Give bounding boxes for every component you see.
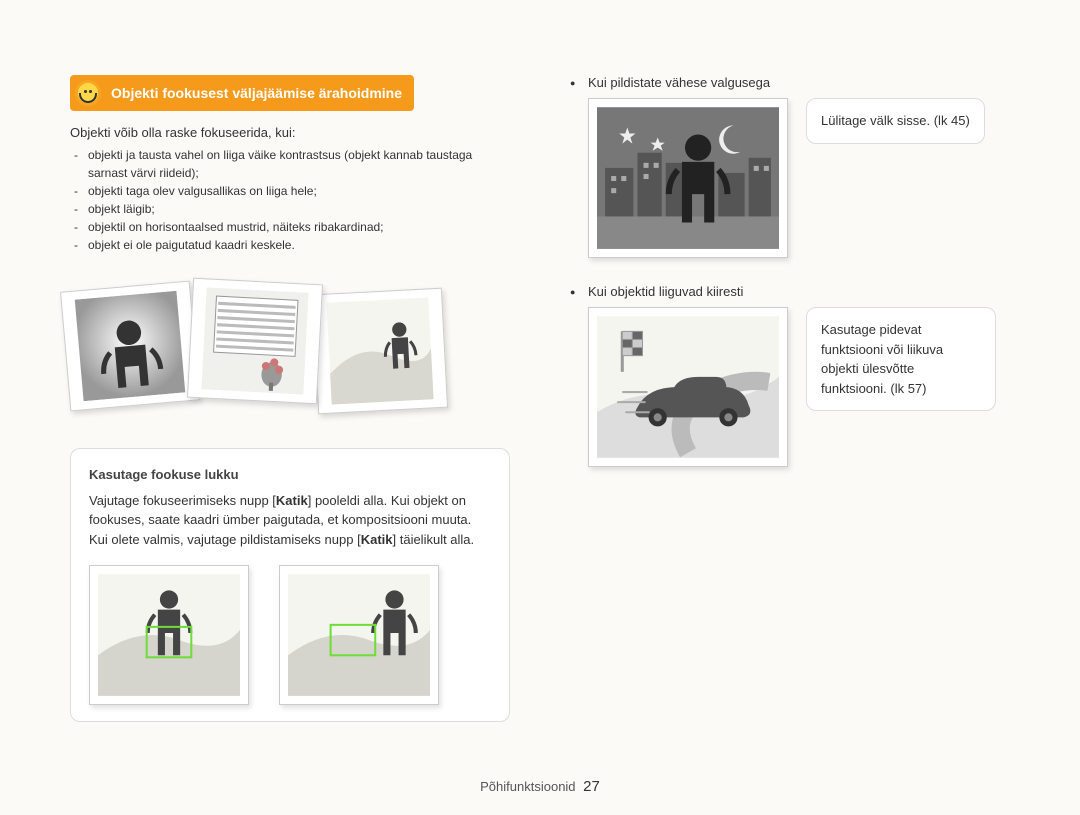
focus-lock-text: Vajutage fokuseerimiseks nupp [Katik] po… — [89, 491, 491, 550]
example-thumbs — [70, 276, 510, 426]
reason-item: objektil on horisontaalsed mustrid, näit… — [88, 218, 510, 236]
focus-lock-title: Kasutage fookuse lukku — [89, 465, 491, 485]
tip-block: Kasutage pidevat funktsiooni või liikuva… — [588, 307, 1010, 467]
reason-item: objekt ei ole paigutatud kaadri keskele. — [88, 236, 510, 254]
focus-lock-callout: Kasutage fookuse lukku Vajutage fokuseer… — [70, 448, 510, 722]
right-column: Kui pildistate vähese valgusega — [570, 75, 1010, 722]
reason-item: objekti ja tausta vahel on liiga väike k… — [88, 146, 510, 182]
focus-pair — [89, 565, 491, 705]
footer-section: Põhifunktsioonid — [480, 779, 575, 794]
intro-text: Objekti võib olla raske fokuseerida, kui… — [70, 125, 510, 140]
section-header: Objekti fookusest väljajäämise ärahoidmi… — [70, 75, 414, 111]
thumb-offcenter — [312, 288, 448, 415]
thumb-blinds — [187, 278, 323, 405]
tip-block: Lülitage välk sisse. (lk 45) — [588, 98, 1010, 258]
tips-list: Kui pildistate vähese valgusega — [570, 75, 1010, 467]
reason-item: objekt läigib; — [88, 200, 510, 218]
reason-item: objekti taga olev valgusallikas on liiga… — [88, 182, 510, 200]
thumb-night — [588, 98, 788, 258]
manual-page: Objekti fookusest väljajäämise ärahoidmi… — [0, 0, 1080, 762]
focus-thumb-center — [89, 565, 249, 705]
thumb-backlit — [60, 281, 200, 412]
tip-fastmoving: Kui objektid liiguvad kiiresti — [570, 284, 1010, 467]
thumb-car — [588, 307, 788, 467]
tip-bubble: Lülitage välk sisse. (lk 45) — [806, 98, 985, 144]
focus-thumb-recomposed — [279, 565, 439, 705]
tip-label: Kui pildistate vähese valgusega — [588, 75, 770, 90]
tip-label: Kui objektid liiguvad kiiresti — [588, 284, 743, 299]
page-number: 27 — [583, 778, 600, 795]
smiley-sun-icon — [75, 80, 101, 106]
tip-lowlight: Kui pildistate vähese valgusega — [570, 75, 1010, 258]
section-title: Objekti fookusest väljajäämise ärahoidmi… — [111, 85, 402, 101]
page-footer: Põhifunktsioonid 27 — [0, 778, 1080, 795]
tip-bubble: Kasutage pidevat funktsiooni või liikuva… — [806, 307, 996, 411]
reasons-list: objekti ja tausta vahel on liiga väike k… — [70, 146, 510, 254]
left-column: Objekti fookusest väljajäämise ärahoidmi… — [70, 75, 510, 722]
